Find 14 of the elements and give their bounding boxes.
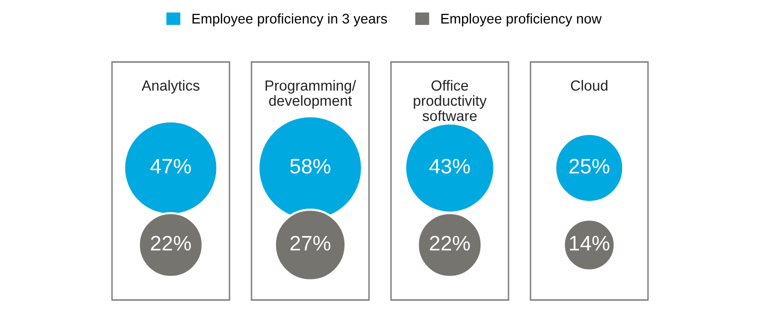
data-label: 27% [290,236,330,251]
category-label: Office productivity software [414,80,487,122]
data-label: 22% [150,236,191,251]
data-label: 43% [429,158,470,174]
category-label: Analytics [142,80,200,94]
data-label: 14% [570,236,610,251]
data-label: 25% [569,158,610,174]
category-label: Programming/ development [266,80,356,109]
legend-label: Employee proficiency now [441,13,602,26]
data-label: 22% [430,236,470,251]
legend-label: Employee proficiency in 3 years [192,13,387,26]
data-label: 58% [290,158,330,174]
category-label: Cloud [570,80,608,91]
data-label: 47% [150,158,191,174]
